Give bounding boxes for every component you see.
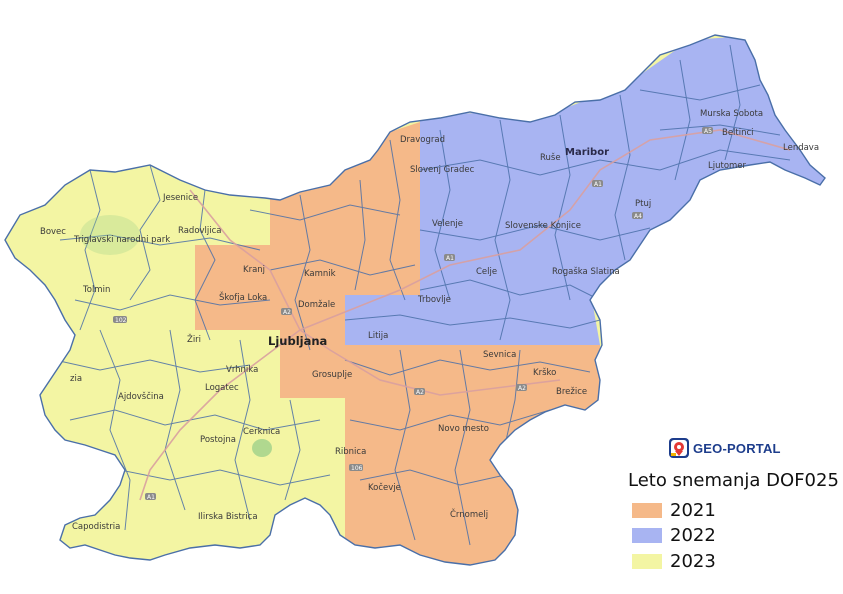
label-slovenj-gradec: Slovenj Gradec [410, 165, 475, 175]
svg-text:A1: A1 [147, 494, 155, 501]
geo-portal-logo: GEO-PORTAL [668, 437, 781, 459]
label-celje: Celje [476, 267, 497, 277]
legend-item-2021: 2021 [632, 500, 716, 521]
label-postojna: Postojna [200, 435, 236, 445]
label-slovenske-konjice: Slovenske Konjice [505, 221, 581, 231]
label-domzale: Domžale [298, 300, 335, 310]
label-koper: Capodistria [72, 522, 120, 532]
label-vrhnika: Vrhnika [226, 365, 258, 375]
motorways [139, 129, 791, 501]
label-murska-sobota: Murska Sobota [700, 109, 763, 119]
label-skofja-loka: Škofja Loka [219, 291, 267, 303]
label-bovec: Bovec [40, 227, 66, 237]
svg-text:A2: A2 [416, 389, 424, 396]
label-ribnica: Ribnica [335, 447, 366, 457]
legend-swatch-2021 [632, 503, 662, 518]
legend-label-2022: 2022 [670, 525, 716, 546]
label-dravograd: Dravograd [400, 135, 445, 145]
geo-portal-logo-text: GEO-PORTAL [693, 440, 781, 456]
geo-portal-logo-icon [669, 438, 689, 458]
label-ljutomer: Ljutomer [708, 161, 747, 171]
label-ajdovscina: Ajdovščina [118, 391, 164, 402]
shield-a5: A5 [702, 127, 713, 135]
lake-cerknica [252, 439, 272, 457]
label-beltinci: Beltinci [722, 128, 754, 138]
shield-106: 106 [349, 464, 363, 472]
svg-text:A4: A4 [634, 213, 642, 220]
shield-a2-lj: A2 [281, 308, 292, 316]
legend-label-2023: 2023 [670, 551, 716, 572]
label-lendava: Lendava [783, 143, 819, 153]
svg-text:102: 102 [115, 317, 127, 324]
legend-swatch-2022 [632, 528, 662, 543]
label-logatec: Logatec [205, 383, 239, 393]
shield-a1-south: A1 [145, 493, 156, 501]
label-crnomelj: Črnomelj [450, 508, 488, 520]
svg-text:A2: A2 [283, 309, 291, 316]
legend-item-2022: 2022 [632, 525, 716, 546]
shield-a4: A4 [632, 212, 643, 220]
svg-text:A2: A2 [518, 385, 526, 392]
label-ilirska-bistrica: Ilirska Bistrica [198, 512, 258, 522]
country-border [4, 34, 826, 566]
label-ruse: Ruše [540, 152, 561, 163]
label-brezice: Brežice [556, 387, 587, 397]
legend-item-2023: 2023 [632, 551, 716, 572]
label-triglav: Triglavski narodni park [73, 235, 170, 245]
legend-swatch-2023 [632, 554, 662, 569]
road-shields: A1 A1 A1 A2 A2 A2 A4 A5 102 106 [113, 127, 713, 501]
label-velenje: Velenje [432, 219, 463, 229]
label-ljubljana: Ljubljana [268, 334, 327, 348]
legend-title: Leto snemanja DOF025 [628, 470, 839, 491]
svg-text:106: 106 [351, 465, 363, 472]
label-kamnik: Kamnik [304, 269, 336, 279]
label-krsko: Krško [533, 367, 556, 378]
label-novo-mesto: Novo mesto [438, 424, 489, 434]
label-ziri: Žiri [187, 333, 201, 345]
shield-a1-celje: A1 [444, 254, 455, 262]
shield-a1-north: A1 [592, 180, 603, 188]
label-jesenice: Jesenice [162, 193, 198, 203]
label-trbovlje: Trbovlje [417, 295, 451, 305]
label-kranj: Kranj [243, 265, 265, 275]
label-radovljica: Radovljica [178, 226, 222, 236]
label-litija: Litija [368, 331, 388, 341]
shield-a2-east: A2 [414, 388, 425, 396]
label-tolmin: Tolmin [82, 285, 110, 295]
label-zia: zia [70, 374, 82, 384]
region-2022 [345, 35, 825, 345]
label-rogaska-slatina: Rogaška Slatina [552, 266, 620, 277]
place-labels: Ljubljana Maribor Murska Sobota Beltinci… [40, 109, 819, 532]
label-kocevje: Kočevje [368, 482, 401, 493]
label-sevnica: Sevnica [483, 350, 516, 360]
label-cerknica: Cerknica [243, 427, 280, 437]
svg-text:A1: A1 [446, 255, 454, 262]
label-maribor: Maribor [565, 147, 609, 158]
lakes [80, 215, 272, 457]
municipality-borders [54, 44, 791, 546]
label-ptuj: Ptuj [635, 199, 651, 209]
svg-text:A5: A5 [704, 128, 712, 135]
legend-label-2021: 2021 [670, 500, 716, 521]
shield-102: 102 [113, 316, 127, 324]
label-grosuplje: Grosuplje [312, 370, 352, 380]
shield-a2-brezice: A2 [516, 384, 527, 392]
region-2021 [195, 122, 600, 565]
svg-text:A1: A1 [594, 181, 602, 188]
park-triglav [80, 215, 140, 255]
